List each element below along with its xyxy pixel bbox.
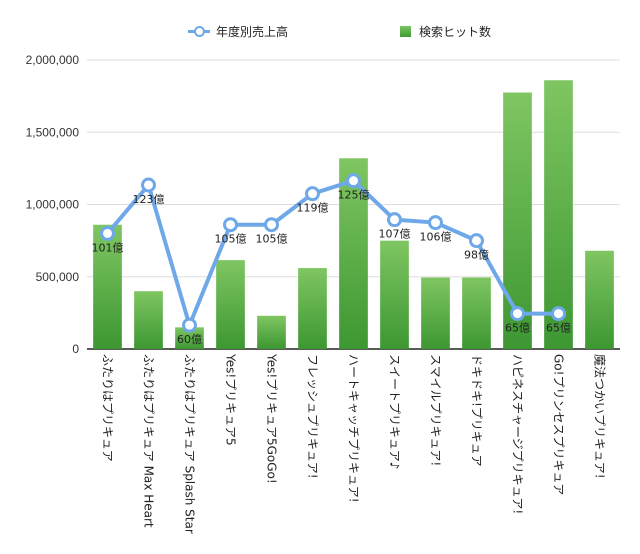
bar	[421, 277, 450, 349]
x-tick-label: ふたりはプリキュア Splash Star	[183, 354, 197, 534]
legend-label-sales: 年度別売上高	[216, 24, 289, 39]
y-tick-label: 1,500,000	[26, 125, 80, 139]
x-tick-label: Go!プリンセスプリキュア	[552, 354, 566, 495]
sales-line	[105, 178, 559, 328]
data-label: 123億	[133, 193, 165, 206]
bar	[462, 277, 491, 349]
x-tick-label: 魔法つかいプリキュア!	[593, 354, 608, 479]
sales-point	[100, 225, 115, 241]
sales-point	[141, 177, 156, 193]
data-label: 107億	[379, 228, 411, 241]
sales-point	[428, 215, 443, 231]
data-label: 119億	[297, 202, 329, 215]
y-tick-label: 0	[72, 342, 79, 356]
data-label: 65億	[546, 322, 571, 335]
bar-marker-icon	[400, 25, 411, 37]
data-label: 98億	[464, 249, 489, 262]
sales-point	[305, 186, 320, 202]
bar	[134, 291, 163, 349]
bar	[93, 224, 122, 349]
x-tick-label: スイートプリキュア♪	[388, 354, 402, 469]
data-label: 106億	[420, 231, 452, 244]
sales-point	[223, 217, 238, 233]
sales-point	[346, 173, 361, 189]
data-label: 101億	[92, 241, 124, 254]
bar	[216, 260, 245, 349]
bar	[175, 327, 204, 349]
bar	[544, 80, 573, 349]
x-tick-label: Yes!プリキュア5GoGo!	[265, 353, 279, 484]
data-label: 65億	[505, 322, 530, 335]
bar	[380, 240, 409, 349]
sales-point	[264, 217, 279, 233]
data-label: 60億	[177, 333, 202, 346]
legend-label-hits: 検索ヒット数	[419, 24, 492, 39]
data-label: 105億	[215, 233, 247, 246]
legend-item-hits: 検索ヒット数	[400, 22, 491, 40]
x-tick-label: ふたりはプリキュア Max Heart	[142, 354, 156, 528]
x-tick-label: ハートキャッチプリキュア!	[347, 354, 361, 503]
y-tick-label: 1,000,000	[26, 198, 80, 212]
y-tick-label: 500,000	[36, 270, 80, 284]
bar	[257, 315, 286, 349]
sales-point	[182, 317, 197, 333]
x-tick-label: ドキドキ!プリキュア	[470, 354, 484, 467]
sales-point	[469, 233, 484, 249]
bar	[585, 250, 614, 349]
x-tick-label: Yes!プリキュア5	[224, 353, 238, 446]
data-label: 105億	[256, 233, 288, 246]
line-marker-icon	[188, 24, 210, 38]
x-tick-label: ふたりはプリキュア	[101, 354, 115, 462]
sales-point	[387, 212, 402, 228]
data-label: 125億	[338, 189, 370, 202]
y-tick-label: 2,000,000	[26, 53, 80, 67]
sales-point	[551, 306, 566, 322]
x-tick-label: スマイルプリキュア!	[429, 354, 443, 466]
legend-item-sales: 年度別売上高	[188, 22, 288, 40]
bar	[298, 268, 327, 349]
sales-point	[510, 306, 525, 322]
x-tick-label: ハピネスチャージプリキュア!	[511, 354, 525, 514]
x-tick-label: フレッシュプリキュア!	[306, 354, 320, 479]
